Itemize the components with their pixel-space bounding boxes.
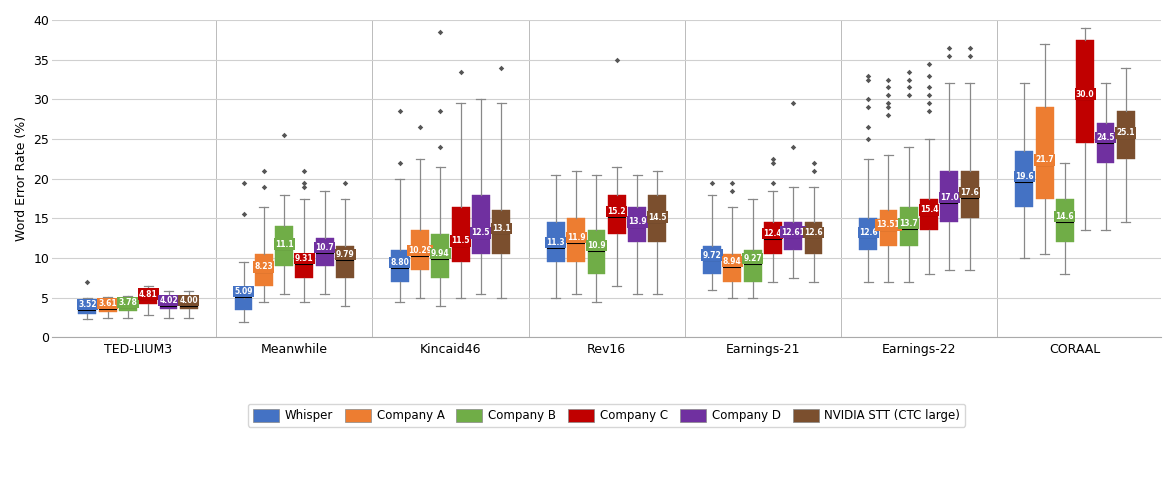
- PathPatch shape: [79, 306, 96, 314]
- Text: 14.6: 14.6: [1056, 212, 1074, 221]
- PathPatch shape: [390, 250, 408, 282]
- PathPatch shape: [784, 222, 802, 250]
- PathPatch shape: [234, 298, 253, 310]
- Legend: Whisper, Company A, Company B, Company C, Company D, NVIDIA STT (CTC large): Whisper, Company A, Company B, Company C…: [248, 404, 965, 427]
- PathPatch shape: [1056, 199, 1074, 242]
- Text: 30.0: 30.0: [1076, 90, 1095, 99]
- PathPatch shape: [764, 222, 782, 254]
- PathPatch shape: [452, 207, 469, 262]
- PathPatch shape: [567, 218, 586, 262]
- PathPatch shape: [255, 254, 273, 286]
- Text: 10.29: 10.29: [408, 246, 432, 255]
- PathPatch shape: [139, 295, 158, 304]
- Text: 17.6: 17.6: [961, 188, 980, 197]
- Text: 8.23: 8.23: [254, 263, 273, 271]
- Text: 9.27: 9.27: [743, 254, 762, 263]
- PathPatch shape: [493, 210, 510, 254]
- Text: 12.6: 12.6: [858, 228, 877, 237]
- Text: 4.02: 4.02: [159, 296, 178, 305]
- PathPatch shape: [99, 306, 116, 312]
- PathPatch shape: [920, 199, 938, 230]
- Text: 3.61: 3.61: [99, 299, 116, 308]
- Text: 11.1: 11.1: [275, 239, 294, 248]
- PathPatch shape: [1117, 111, 1135, 159]
- Text: 24.5: 24.5: [1096, 133, 1115, 142]
- PathPatch shape: [860, 218, 877, 250]
- PathPatch shape: [1076, 40, 1094, 143]
- Text: 11.9: 11.9: [567, 233, 586, 242]
- Text: 25.1: 25.1: [1117, 128, 1135, 137]
- PathPatch shape: [743, 250, 762, 282]
- Text: 8.80: 8.80: [390, 258, 409, 267]
- PathPatch shape: [412, 230, 429, 270]
- PathPatch shape: [703, 246, 721, 274]
- Y-axis label: Word Error Rate (%): Word Error Rate (%): [15, 116, 28, 241]
- Text: 13.9: 13.9: [628, 217, 647, 226]
- PathPatch shape: [961, 171, 978, 218]
- Text: 5.09: 5.09: [234, 287, 253, 296]
- Text: 9.72: 9.72: [702, 250, 721, 260]
- PathPatch shape: [628, 207, 646, 242]
- Text: 10.9: 10.9: [587, 241, 606, 250]
- Text: 21.7: 21.7: [1035, 155, 1054, 164]
- Text: 12.4: 12.4: [763, 229, 782, 238]
- Text: 4.81: 4.81: [139, 290, 158, 298]
- Text: 15.2: 15.2: [608, 207, 626, 216]
- Text: 13.7: 13.7: [900, 219, 918, 228]
- PathPatch shape: [608, 195, 626, 234]
- PathPatch shape: [648, 195, 667, 242]
- PathPatch shape: [804, 222, 822, 254]
- PathPatch shape: [160, 301, 178, 309]
- Text: 10.7: 10.7: [315, 243, 334, 252]
- PathPatch shape: [1097, 123, 1115, 163]
- Text: 12.6: 12.6: [804, 228, 823, 237]
- Text: 4.00: 4.00: [180, 296, 199, 305]
- PathPatch shape: [432, 234, 449, 278]
- PathPatch shape: [900, 207, 917, 246]
- PathPatch shape: [316, 238, 334, 266]
- Text: 8.94: 8.94: [723, 257, 742, 266]
- PathPatch shape: [880, 210, 897, 246]
- Text: 12.5: 12.5: [472, 228, 490, 237]
- Text: 13.1: 13.1: [492, 224, 510, 233]
- Text: 14.5: 14.5: [648, 213, 667, 222]
- Text: 11.5: 11.5: [452, 236, 470, 245]
- Text: 11.3: 11.3: [547, 238, 566, 247]
- PathPatch shape: [336, 246, 354, 278]
- PathPatch shape: [723, 254, 741, 282]
- Text: 3.78: 3.78: [119, 298, 138, 307]
- PathPatch shape: [1015, 151, 1034, 207]
- PathPatch shape: [119, 304, 136, 311]
- Text: 19.6: 19.6: [1015, 172, 1034, 181]
- PathPatch shape: [295, 254, 313, 278]
- Text: 3.52: 3.52: [78, 300, 96, 309]
- Text: 9.94: 9.94: [430, 249, 449, 258]
- Text: 15.4: 15.4: [920, 205, 938, 214]
- Text: 12.61: 12.61: [781, 227, 806, 236]
- PathPatch shape: [941, 171, 958, 222]
- Text: 9.79: 9.79: [335, 250, 354, 259]
- PathPatch shape: [1036, 107, 1054, 199]
- Text: 13.51: 13.51: [876, 220, 901, 229]
- Text: 9.31: 9.31: [295, 254, 314, 263]
- PathPatch shape: [588, 230, 606, 274]
- PathPatch shape: [180, 301, 198, 309]
- PathPatch shape: [472, 195, 490, 254]
- Text: 17.0: 17.0: [940, 193, 958, 202]
- PathPatch shape: [275, 226, 293, 266]
- PathPatch shape: [547, 222, 564, 262]
